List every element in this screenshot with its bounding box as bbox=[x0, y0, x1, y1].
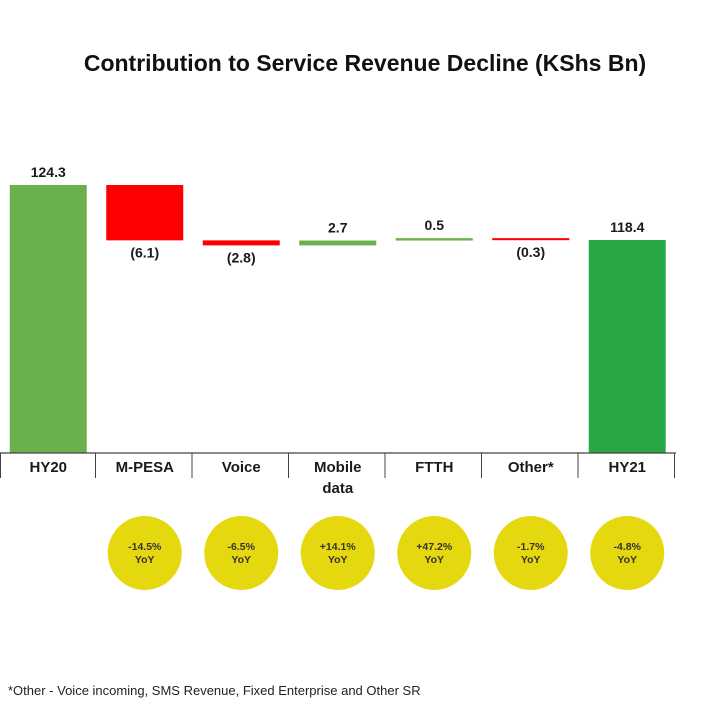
category-axis: HY20 M-PESA Voice Mobile data FTTH Other* HY21 bbox=[0, 452, 676, 497]
yoy-suffix: YoY bbox=[135, 554, 155, 566]
yoy-value: +47.2% bbox=[416, 541, 453, 553]
bar-other- bbox=[492, 238, 570, 241]
bar-ftth bbox=[395, 238, 473, 241]
category-label: FTTH bbox=[415, 459, 453, 476]
bar-voice bbox=[202, 240, 280, 246]
value-label: 124.3 bbox=[31, 164, 66, 180]
yoy-value: +14.1% bbox=[320, 541, 357, 553]
yoy-badges: -14.5%YoY-6.5%YoY+14.1%YoY+47.2%YoY-1.7%… bbox=[107, 516, 665, 590]
yoy-suffix: YoY bbox=[424, 554, 444, 566]
yoy-suffix: YoY bbox=[231, 554, 251, 566]
category-label: Mobile bbox=[314, 459, 362, 476]
yoy-value: -1.7% bbox=[517, 541, 545, 553]
yoy-suffix: YoY bbox=[521, 554, 541, 566]
category-label: data bbox=[322, 480, 354, 497]
value-label: 118.4 bbox=[610, 219, 644, 235]
category-label: HY21 bbox=[608, 459, 646, 476]
value-label: (6.1) bbox=[130, 244, 159, 260]
yoy-value: -6.5% bbox=[228, 541, 256, 553]
yoy-suffix: YoY bbox=[617, 554, 637, 566]
bars-layer: 124.3 (6.1) (2.8) 2.7 0.5 (0.3) 118.4 bbox=[9, 164, 666, 453]
category-label: Other* bbox=[508, 459, 554, 476]
yoy-value: -4.8% bbox=[614, 541, 642, 553]
chart-title: Contribution to Service Revenue Decline … bbox=[83, 50, 647, 76]
value-label: (0.3) bbox=[516, 244, 545, 260]
value-label: 2.7 bbox=[328, 220, 348, 236]
category-label: HY20 bbox=[29, 459, 67, 476]
category-label: M-PESA bbox=[116, 459, 175, 476]
value-label: 0.5 bbox=[425, 217, 445, 233]
value-label: (2.8) bbox=[227, 249, 256, 265]
yoy-badge: -1.7%YoY bbox=[493, 516, 568, 590]
yoy-suffix: YoY bbox=[328, 554, 348, 566]
yoy-badge: +47.2%YoY bbox=[397, 516, 472, 590]
bar-m-pesa bbox=[106, 185, 184, 241]
category-label: Voice bbox=[222, 459, 261, 476]
bar-hy20 bbox=[9, 185, 87, 453]
yoy-badge: +14.1%YoY bbox=[300, 516, 375, 590]
yoy-badge: -4.8%YoY bbox=[590, 516, 665, 590]
yoy-badge: -6.5%YoY bbox=[204, 516, 279, 590]
footnote: *Other - Voice incoming, SMS Revenue, Fi… bbox=[8, 683, 421, 698]
yoy-badge: -14.5%YoY bbox=[107, 516, 182, 590]
bar-hy21 bbox=[588, 240, 666, 453]
yoy-value: -14.5% bbox=[128, 541, 162, 553]
bar-mobile-data bbox=[299, 240, 377, 246]
